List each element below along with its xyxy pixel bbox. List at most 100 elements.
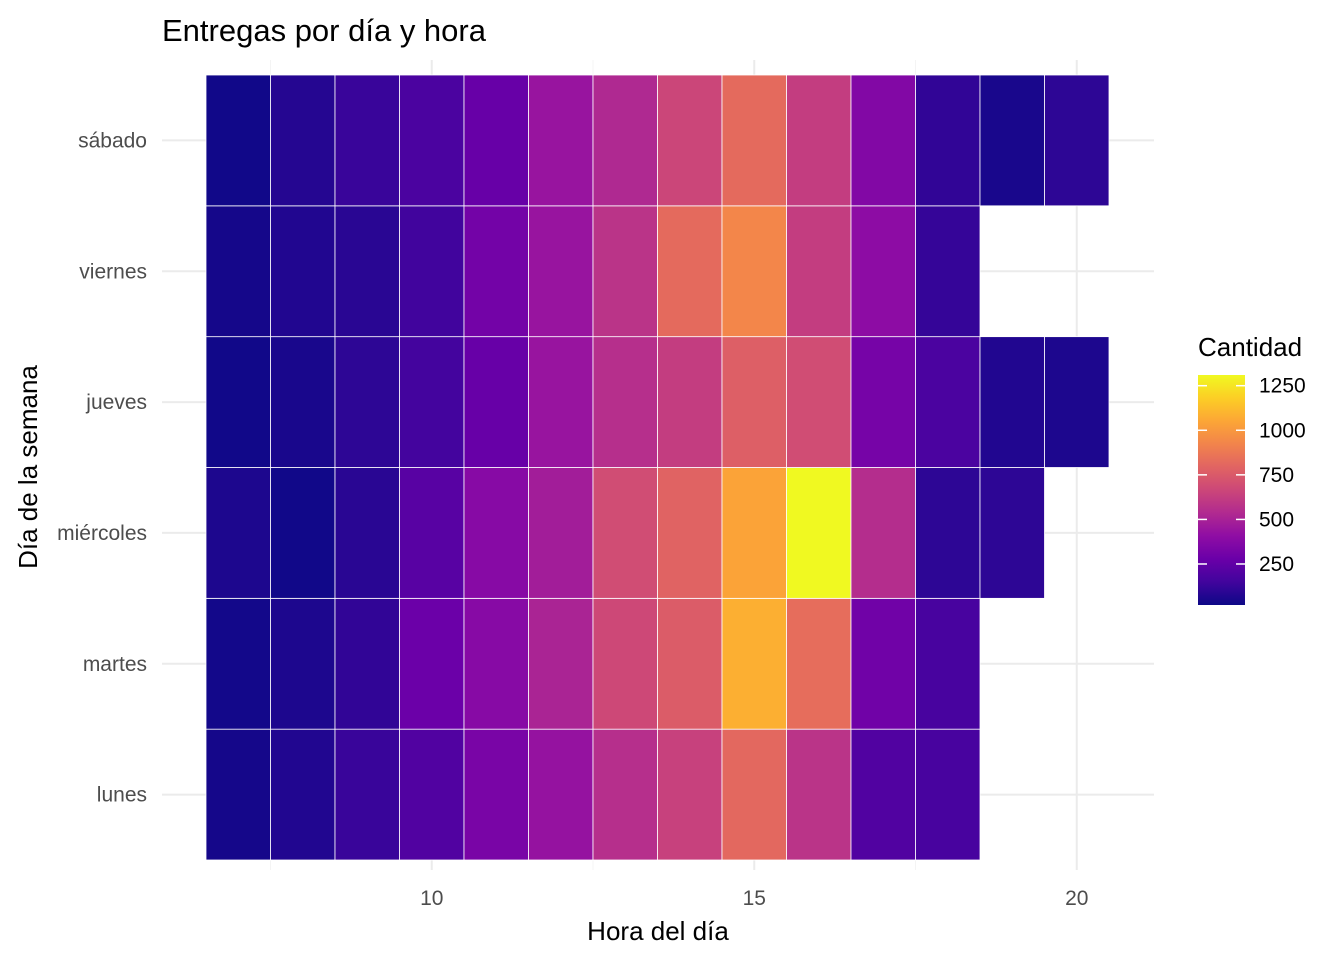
heatmap-cell-martes-16 (786, 597, 852, 730)
heatmap-cell-viernes-10 (399, 205, 465, 338)
heatmap-cell-lunes-17 (850, 728, 916, 861)
heatmap-cell-jueves-16 (786, 336, 852, 468)
heatmap-cell-jueves-18 (915, 336, 981, 468)
heatmap-cell-viernes-16 (786, 205, 852, 338)
heatmap-cell-martes-7 (205, 597, 271, 730)
heatmap-cell-jueves-19 (979, 336, 1045, 468)
heatmap-cell-martes-9 (334, 597, 400, 730)
heatmap-cells (205, 74, 1110, 861)
heatmap-cell-martes-13 (592, 597, 658, 730)
heatmap-cell-jueves-13 (592, 336, 658, 468)
heatmap-cell-viernes-17 (850, 205, 916, 338)
legend-colorbar (1198, 375, 1245, 605)
heatmap-cell-viernes-12 (528, 205, 594, 338)
heatmap-cell-miércoles-12 (528, 467, 594, 599)
heatmap-cell-sábado-12 (528, 74, 594, 207)
heatmap-cell-jueves-8 (270, 336, 336, 468)
heatmap-cell-viernes-8 (270, 205, 336, 338)
y-axis-title: Día de la semana (13, 365, 43, 569)
heatmap-cell-lunes-9 (334, 728, 400, 861)
heatmap-cell-viernes-18 (915, 205, 981, 338)
chart-title: Entregas por día y hora (162, 13, 487, 48)
color-legend: Cantidad 250 500 750 1000 1250 (1198, 332, 1306, 605)
heatmap-cell-lunes-18 (915, 728, 981, 861)
y-axis-ticks: lunes martes miércoles jueves viernes sábado (57, 129, 147, 806)
heatmap-cell-sábado-20 (1044, 74, 1110, 207)
heatmap-cell-martes-15 (721, 597, 787, 730)
heatmap-cell-lunes-8 (270, 728, 336, 861)
heatmap-cell-jueves-11 (463, 336, 529, 468)
y-tick-label: miércoles (57, 522, 147, 545)
heatmap-cell-miércoles-15 (721, 467, 787, 599)
legend-title: Cantidad (1198, 332, 1302, 362)
heatmap-cell-lunes-14 (657, 728, 723, 861)
heatmap-cell-jueves-15 (721, 336, 787, 468)
heatmap-cell-sábado-18 (915, 74, 981, 207)
heatmap-cell-jueves-12 (528, 336, 594, 468)
heatmap-cell-jueves-9 (334, 336, 400, 468)
heatmap-cell-martes-11 (463, 597, 529, 730)
heatmap-cell-sábado-13 (592, 74, 658, 207)
x-tick-label: 10 (420, 887, 443, 910)
heatmap-cell-lunes-13 (592, 728, 658, 861)
heatmap-cell-miércoles-8 (270, 467, 336, 599)
x-tick-label: 15 (743, 887, 766, 910)
heatmap-cell-viernes-11 (463, 205, 529, 338)
legend-ticks: 250 500 750 1000 1250 (1198, 375, 1306, 576)
heatmap-cell-miércoles-16 (786, 467, 852, 599)
heatmap-cell-martes-10 (399, 597, 465, 730)
heatmap-cell-sábado-14 (657, 74, 723, 207)
x-axis-title: Hora del día (587, 916, 729, 946)
heatmap-cell-sábado-11 (463, 74, 529, 207)
heatmap-cell-sábado-10 (399, 74, 465, 207)
heatmap-cell-lunes-11 (463, 728, 529, 861)
y-tick-label: jueves (85, 391, 147, 414)
heatmap-cell-martes-18 (915, 597, 981, 730)
heatmap-cell-lunes-15 (721, 728, 787, 861)
heatmap-cell-sábado-15 (721, 74, 787, 207)
heatmap-cell-miércoles-13 (592, 467, 658, 599)
y-tick-label: viernes (79, 260, 147, 283)
heatmap-cell-miércoles-14 (657, 467, 723, 599)
heatmap-cell-miércoles-9 (334, 467, 400, 599)
heatmap-cell-miércoles-19 (979, 467, 1045, 599)
y-tick-label: martes (83, 653, 147, 676)
heatmap-cell-miércoles-7 (205, 467, 271, 599)
heatmap-cell-miércoles-17 (850, 467, 916, 599)
x-tick-label: 20 (1065, 887, 1088, 910)
heatmap-cell-viernes-9 (334, 205, 400, 338)
heatmap-cell-lunes-12 (528, 728, 594, 861)
y-tick-label: lunes (97, 784, 147, 807)
legend-tick-label: 250 (1259, 553, 1294, 576)
y-tick-label: sábado (78, 129, 147, 152)
heatmap-cell-miércoles-18 (915, 467, 981, 599)
heatmap-cell-sábado-7 (205, 74, 271, 207)
heatmap-cell-jueves-20 (1044, 336, 1110, 468)
heatmap-cell-jueves-17 (850, 336, 916, 468)
heatmap-cell-viernes-13 (592, 205, 658, 338)
heatmap-cell-martes-14 (657, 597, 723, 730)
heatmap-cell-lunes-10 (399, 728, 465, 861)
heatmap-cell-jueves-14 (657, 336, 723, 468)
heatmap-cell-lunes-7 (205, 728, 271, 861)
legend-tick-label: 1250 (1259, 375, 1306, 398)
heatmap-cell-martes-12 (528, 597, 594, 730)
legend-tick-label: 500 (1259, 508, 1294, 531)
legend-tick-label: 750 (1259, 464, 1294, 487)
heatmap-cell-jueves-10 (399, 336, 465, 468)
heatmap-cell-miércoles-10 (399, 467, 465, 599)
heatmap-cell-sábado-16 (786, 74, 852, 207)
heatmap-cell-viernes-14 (657, 205, 723, 338)
heatmap-cell-jueves-7 (205, 336, 271, 468)
legend-tick-label: 1000 (1259, 419, 1306, 442)
heatmap-cell-sábado-8 (270, 74, 336, 207)
heatmap-cell-viernes-7 (205, 205, 271, 338)
heatmap-cell-sábado-17 (850, 74, 916, 207)
heatmap-cell-sábado-19 (979, 74, 1045, 207)
heatmap-cell-lunes-16 (786, 728, 852, 861)
heatmap-cell-martes-17 (850, 597, 916, 730)
heatmap-cell-viernes-15 (721, 205, 787, 338)
heatmap-cell-miércoles-11 (463, 467, 529, 599)
heatmap-cell-martes-8 (270, 597, 336, 730)
